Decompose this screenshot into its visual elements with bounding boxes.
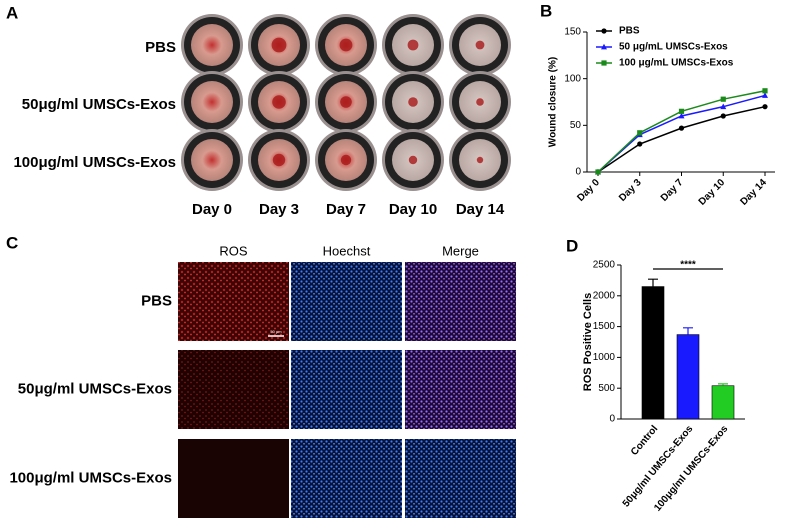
marker <box>720 96 726 102</box>
column-label: Merge <box>442 243 479 258</box>
x-tick-label: Control <box>629 423 660 457</box>
x-tick-label: Day 14 <box>738 177 769 208</box>
marker <box>678 112 685 119</box>
bar <box>711 385 735 420</box>
wound <box>191 139 233 181</box>
column-label: Day 10 <box>389 201 437 218</box>
y-axis-label: Wound closure (%) <box>548 57 559 147</box>
column-label: Day 3 <box>259 201 299 218</box>
error-bar <box>648 278 658 287</box>
wound-core <box>272 95 286 109</box>
x-tick-label: Day 0 <box>575 177 602 204</box>
panel-label: A <box>6 3 18 22</box>
panel-label: B <box>540 1 552 20</box>
y-axis-label: ROS Positive Cells <box>582 293 594 391</box>
marker <box>762 104 768 110</box>
marker <box>595 169 601 175</box>
x-tick-label: 100μg/ml UMSCs-Exos <box>652 423 730 513</box>
wound-core <box>407 39 419 51</box>
column-label: ROS <box>219 243 248 258</box>
column-label: Day 0 <box>192 201 232 218</box>
legend-label: 50 μg/mL UMSCs-Exos <box>619 42 728 53</box>
bar <box>676 334 700 420</box>
column-label: Day 7 <box>326 201 366 218</box>
series-line <box>597 94 766 173</box>
error-bar <box>683 327 693 335</box>
wound-core <box>475 40 485 50</box>
micrograph <box>405 262 516 341</box>
wound-core <box>340 96 352 108</box>
wound-core <box>476 98 484 106</box>
scale-bar-label: 50 μm <box>270 329 282 334</box>
row-label: PBS <box>145 39 176 56</box>
y-tick-label: 50 <box>570 120 582 131</box>
bar <box>641 286 665 420</box>
marker <box>637 130 643 136</box>
row-label: PBS <box>141 292 172 309</box>
marker <box>637 141 643 147</box>
panel-label: C <box>6 233 18 252</box>
wound <box>191 81 233 123</box>
x-tick-label: Day 7 <box>659 177 686 204</box>
wound-core <box>272 153 286 167</box>
wound-core <box>271 37 287 53</box>
row-label: 100μg/ml UMSCs-Exos <box>13 154 176 171</box>
error-bar <box>718 383 728 386</box>
marker <box>601 28 607 34</box>
wound-core <box>476 156 484 164</box>
column-label: Hoechst <box>323 243 371 258</box>
marker <box>678 125 685 131</box>
x-tick-label: Day 10 <box>697 177 728 208</box>
series-line <box>597 90 766 173</box>
row-label: 50μg/ml UMSCs-Exos <box>22 96 176 113</box>
micrograph <box>405 350 516 429</box>
column-label: Day 14 <box>456 201 505 218</box>
y-tick-label: 0 <box>609 414 615 425</box>
marker <box>762 88 768 94</box>
x-tick-label: Day 3 <box>617 177 644 204</box>
marker <box>601 43 607 50</box>
significance-label: **** <box>680 260 696 271</box>
x-tick-label: 50μg/ml UMSCs-Exos <box>621 423 696 509</box>
marker <box>720 103 727 110</box>
micrograph <box>291 262 402 341</box>
micrograph <box>178 350 289 429</box>
legend-label: 100 μg/mL UMSCs-Exos <box>619 58 734 69</box>
wound-core <box>339 38 353 52</box>
y-tick-label: 2500 <box>593 260 616 271</box>
wound-core <box>408 155 418 165</box>
y-tick-label: 150 <box>564 27 581 38</box>
panel-label: D <box>566 236 578 255</box>
marker <box>601 60 607 66</box>
y-tick-label: 0 <box>575 167 581 178</box>
wound <box>191 24 233 66</box>
y-tick-label: 1500 <box>593 321 616 332</box>
marker <box>678 108 685 114</box>
legend-label: PBS <box>619 26 640 37</box>
wound-core <box>408 97 418 107</box>
y-tick-label: 500 <box>598 383 615 394</box>
micrograph <box>291 350 402 429</box>
micrograph <box>291 439 402 518</box>
wound-core <box>340 154 352 166</box>
micrograph <box>405 439 516 518</box>
micrograph <box>178 262 289 341</box>
y-tick-label: 1000 <box>593 352 616 363</box>
y-tick-label: 2000 <box>593 290 616 301</box>
marker <box>720 113 726 119</box>
row-label: 50μg/ml UMSCs-Exos <box>18 380 172 397</box>
marker <box>762 92 768 98</box>
y-tick-label: 100 <box>564 73 581 84</box>
micrograph <box>178 439 289 518</box>
row-label: 100μg/ml UMSCs-Exos <box>9 469 172 486</box>
